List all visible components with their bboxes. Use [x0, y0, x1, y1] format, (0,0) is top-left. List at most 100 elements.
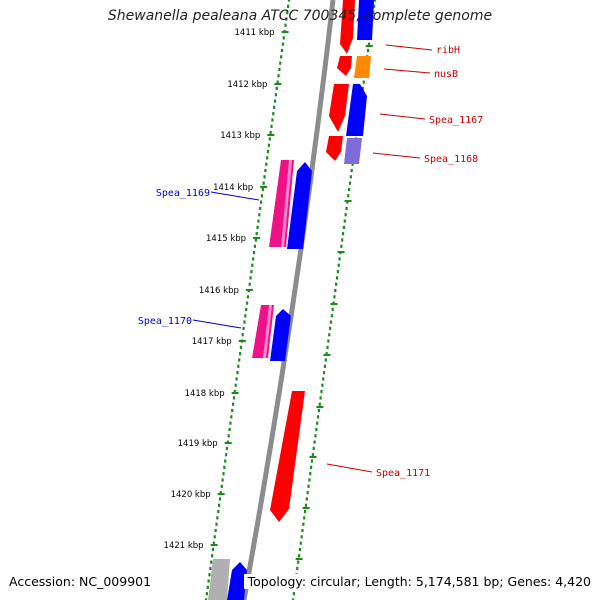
ruler-dot	[347, 194, 350, 198]
ruler-dot	[220, 484, 223, 488]
ruler-dot	[276, 80, 279, 84]
ruler-dot	[217, 509, 220, 514]
gene-blue-bottom	[227, 562, 247, 600]
ruler-dot	[222, 472, 225, 476]
ruler-dot	[341, 232, 345, 236]
ruler-dot	[224, 459, 227, 463]
ruler-dot	[319, 396, 322, 400]
ruler-dot	[328, 333, 331, 337]
ruler-dot	[239, 345, 243, 349]
gene-label-spea-1169[interactable]: Spea_1169	[156, 188, 210, 199]
ruler-dot	[251, 263, 254, 267]
ruler-dot	[218, 497, 222, 501]
ruler-dot	[266, 149, 270, 154]
ruler-dot	[273, 105, 276, 109]
ruler-dot	[348, 187, 351, 192]
ruler-dot	[245, 307, 248, 312]
ruler-dot	[225, 446, 229, 451]
genome-summary-text: Topology: circular; Length: 5,174,581 bp…	[243, 574, 591, 589]
ruler-dot	[373, 0, 377, 2]
ruler-dot	[210, 560, 213, 564]
ruler-dot	[314, 434, 317, 438]
ruler-dot	[232, 396, 236, 400]
ruler-dot	[260, 194, 264, 198]
ruler-dot	[211, 547, 215, 552]
ruler-dot	[224, 453, 228, 457]
ruler-dot	[207, 579, 210, 583]
gene-spea1170-b	[270, 309, 291, 361]
gene-label-ribh[interactable]: ribH	[436, 45, 460, 56]
ruler-dot	[308, 478, 311, 482]
ruler-dot	[235, 377, 238, 381]
ruler-dot	[335, 276, 339, 280]
ruler-dot	[245, 301, 249, 305]
ruler-dot	[267, 143, 271, 147]
gene-label-spea-1168[interactable]: Spea_1168	[424, 154, 478, 165]
ruler-dot	[252, 257, 255, 261]
ruler-dot	[303, 516, 306, 520]
gene-labels: ribH nusB Spea_1167 Spea_1168 Spea_1169 Spea_…	[138, 45, 483, 479]
ruler-dot	[336, 269, 339, 274]
ruler-dot	[320, 389, 323, 394]
ruler-dot	[227, 434, 230, 438]
ruler-dot	[297, 560, 300, 564]
ruler-dot	[350, 168, 353, 173]
gene-label-spea-1171[interactable]: Spea_1171	[376, 468, 430, 479]
ruler-dot	[211, 554, 214, 558]
ruler-dot	[261, 187, 264, 192]
ruler-dot	[270, 124, 273, 128]
gene-spea1167-arrow	[329, 84, 349, 132]
tick-label: 1412 kbp	[227, 80, 267, 90]
ruler-left	[204, 0, 291, 600]
ruler-dot	[373, 4, 376, 8]
leader-line-spea-1168	[372, 152, 421, 159]
ruler-dot	[348, 181, 352, 185]
gene-label-spea-1170[interactable]: Spea_1170	[138, 316, 192, 327]
ruler-dot	[309, 472, 312, 476]
ruler-dot	[205, 592, 208, 596]
ruler-dot	[282, 36, 285, 40]
ruler-dot	[287, 4, 290, 8]
ruler-dot	[301, 528, 304, 533]
ruler-dot	[236, 371, 239, 375]
ruler-dot	[330, 314, 333, 318]
ruler-dot	[310, 459, 314, 463]
ruler-dot	[316, 421, 319, 425]
gene-label-nusb[interactable]: nusB	[434, 69, 458, 80]
ruler-dot	[317, 408, 320, 413]
ruler-dot	[255, 232, 258, 236]
ruler-dot	[209, 566, 212, 571]
ruler-dot	[273, 99, 277, 103]
ruler-dot	[250, 269, 253, 274]
ruler-dot	[306, 491, 309, 495]
ruler-dot	[329, 320, 333, 324]
label-leader-lines	[192, 44, 433, 473]
ruler-dot	[263, 175, 266, 179]
ruler-dot	[299, 541, 302, 545]
ruler-dot	[223, 465, 226, 469]
ruler-dot	[214, 528, 217, 533]
ruler-dot	[346, 200, 349, 204]
ruler-dot	[315, 427, 318, 432]
ruler-dot	[338, 257, 341, 261]
leader-line-spea-1169	[210, 191, 260, 201]
leader-line-spea-1167	[379, 113, 426, 120]
ruler-dot	[275, 86, 278, 91]
ruler-dot	[279, 61, 282, 65]
ruler-dot	[254, 238, 257, 242]
ruler-dot	[241, 333, 244, 337]
ruler-dot	[284, 23, 287, 27]
tick-label: 1414 kbp	[213, 183, 253, 193]
ruler-dot	[302, 522, 305, 526]
ruler-dot	[269, 131, 272, 135]
ruler-dot	[274, 93, 277, 97]
ruler-dot	[216, 516, 219, 520]
accession-text: Accession: NC_009901	[9, 574, 152, 589]
tick-label: 1415 kbp	[206, 234, 246, 244]
tick-label: 1421 kbp	[164, 541, 204, 551]
ruler-dot	[256, 225, 259, 229]
ruler-dot	[249, 276, 252, 280]
ruler-dot	[238, 352, 242, 356]
map-title: Shewanella pealeana ATCC 700345, complet…	[107, 8, 493, 24]
gene-label-spea-1167[interactable]: Spea_1167	[429, 115, 483, 126]
